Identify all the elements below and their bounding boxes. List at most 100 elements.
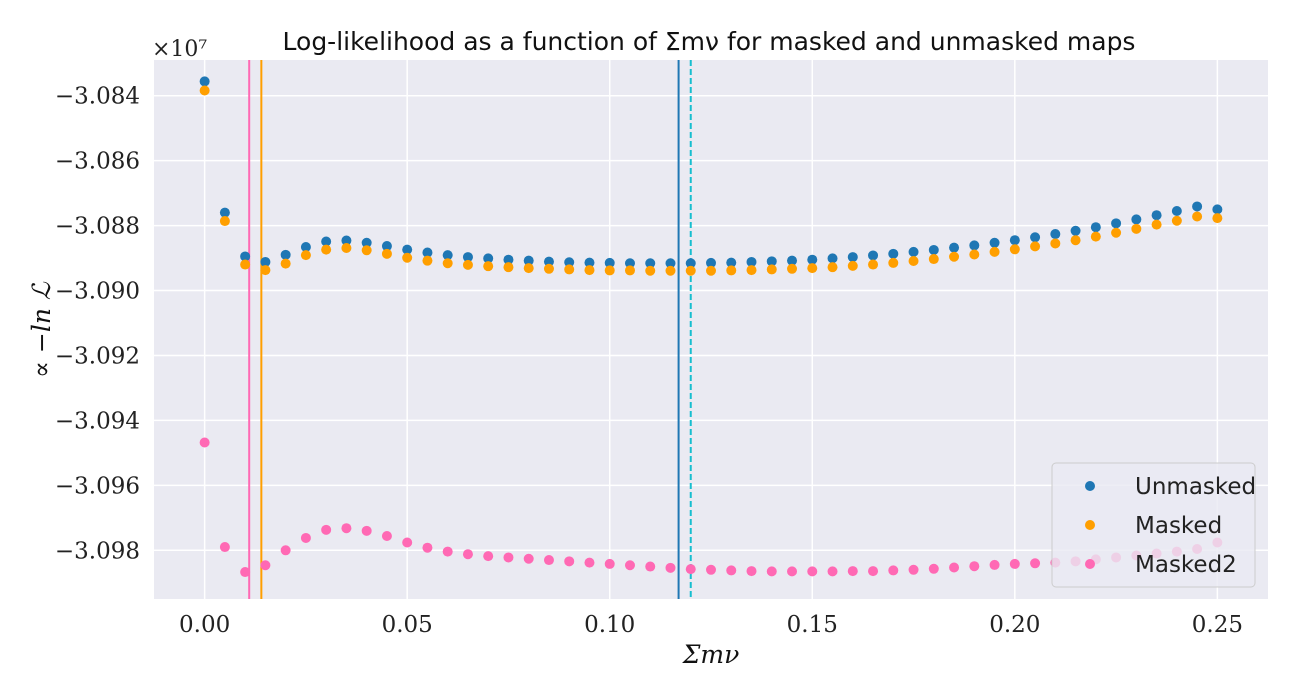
data-point xyxy=(422,255,433,266)
data-point xyxy=(1131,223,1142,234)
data-point xyxy=(665,562,676,573)
legend-marker xyxy=(1085,559,1095,569)
data-point xyxy=(949,242,960,253)
data-point xyxy=(564,556,575,567)
y-multiplier: ×10⁷ xyxy=(152,37,207,62)
x-tick-label: 0.25 xyxy=(1192,612,1243,638)
data-point xyxy=(706,257,716,268)
data-point xyxy=(1050,229,1061,240)
data-point xyxy=(523,263,534,274)
data-point xyxy=(381,531,392,542)
data-point xyxy=(442,546,453,557)
data-point xyxy=(807,254,818,265)
data-point xyxy=(665,265,676,276)
data-point xyxy=(706,265,716,276)
y-ticks: −3.084 −3.086 −3.088 −3.090 −3.092 −3.094 −3.0… xyxy=(55,84,140,565)
data-point xyxy=(766,256,777,267)
y-tick-label: −3.096 xyxy=(55,473,140,499)
data-point xyxy=(1070,235,1081,246)
data-point xyxy=(827,262,838,273)
data-point xyxy=(685,265,696,276)
data-point xyxy=(645,561,656,572)
legend-label: Masked xyxy=(1135,513,1222,539)
data-point xyxy=(624,560,635,571)
data-point xyxy=(1192,211,1203,222)
data-point xyxy=(1009,244,1020,255)
data-point xyxy=(260,560,271,571)
data-point xyxy=(361,245,372,256)
data-point xyxy=(584,257,595,268)
data-point xyxy=(1171,215,1182,226)
data-point xyxy=(888,257,899,268)
data-point xyxy=(280,258,291,269)
x-axis-label: Σmν xyxy=(682,640,740,669)
data-point xyxy=(1050,238,1061,249)
data-point xyxy=(1030,558,1041,569)
data-point xyxy=(240,567,251,578)
data-point xyxy=(321,524,332,535)
data-point xyxy=(604,265,615,276)
data-point xyxy=(483,253,494,264)
data-point xyxy=(989,237,1000,248)
data-point xyxy=(523,553,534,564)
data-point xyxy=(300,242,311,253)
data-point xyxy=(746,256,757,267)
data-point xyxy=(766,566,777,577)
data-point xyxy=(199,437,210,448)
data-point xyxy=(483,551,494,562)
data-point xyxy=(787,566,798,577)
data-point xyxy=(240,259,251,270)
data-point xyxy=(341,235,352,246)
data-point xyxy=(645,258,656,269)
data-point xyxy=(949,251,960,262)
data-point xyxy=(1192,201,1203,212)
legend-marker xyxy=(1085,520,1095,530)
data-point xyxy=(827,566,838,577)
data-point xyxy=(888,565,899,576)
legend-box xyxy=(1051,462,1256,588)
data-point xyxy=(1131,214,1142,225)
data-point xyxy=(685,564,696,575)
data-point xyxy=(402,537,413,548)
y-tick-label: −3.088 xyxy=(55,214,140,240)
data-point xyxy=(604,558,615,569)
data-point xyxy=(908,246,919,257)
data-point xyxy=(969,561,980,572)
data-point xyxy=(462,549,473,560)
y-tick-label: −3.084 xyxy=(55,84,140,110)
y-tick-label: −3.092 xyxy=(55,343,140,369)
data-point xyxy=(341,523,352,534)
data-point xyxy=(604,257,615,268)
data-point xyxy=(1090,222,1101,233)
data-point xyxy=(584,265,595,276)
data-point xyxy=(381,248,392,259)
data-point xyxy=(462,259,473,270)
data-point xyxy=(706,564,716,575)
data-point xyxy=(645,265,656,276)
data-point xyxy=(503,552,514,563)
vertical-lines xyxy=(248,60,692,599)
data-point xyxy=(928,254,939,265)
data-point xyxy=(726,565,737,576)
data-point xyxy=(908,564,919,575)
data-point xyxy=(483,261,494,272)
data-point xyxy=(868,250,879,261)
data-point xyxy=(1070,225,1081,236)
data-point xyxy=(685,258,696,269)
data-point xyxy=(888,248,899,259)
data-point xyxy=(503,254,514,265)
data-point xyxy=(219,216,230,227)
chart-title: Log-likelihood as a function of Σmν for … xyxy=(283,27,1136,56)
data-point xyxy=(726,265,737,276)
data-point xyxy=(807,566,818,577)
data-point xyxy=(847,260,858,271)
data-point xyxy=(868,566,879,577)
data-point xyxy=(300,532,311,543)
grid xyxy=(154,60,1268,599)
data-point xyxy=(503,262,514,273)
data-point xyxy=(543,555,554,566)
data-point xyxy=(199,76,210,87)
y-tick-label: −3.098 xyxy=(55,538,140,564)
data-point xyxy=(969,240,980,251)
